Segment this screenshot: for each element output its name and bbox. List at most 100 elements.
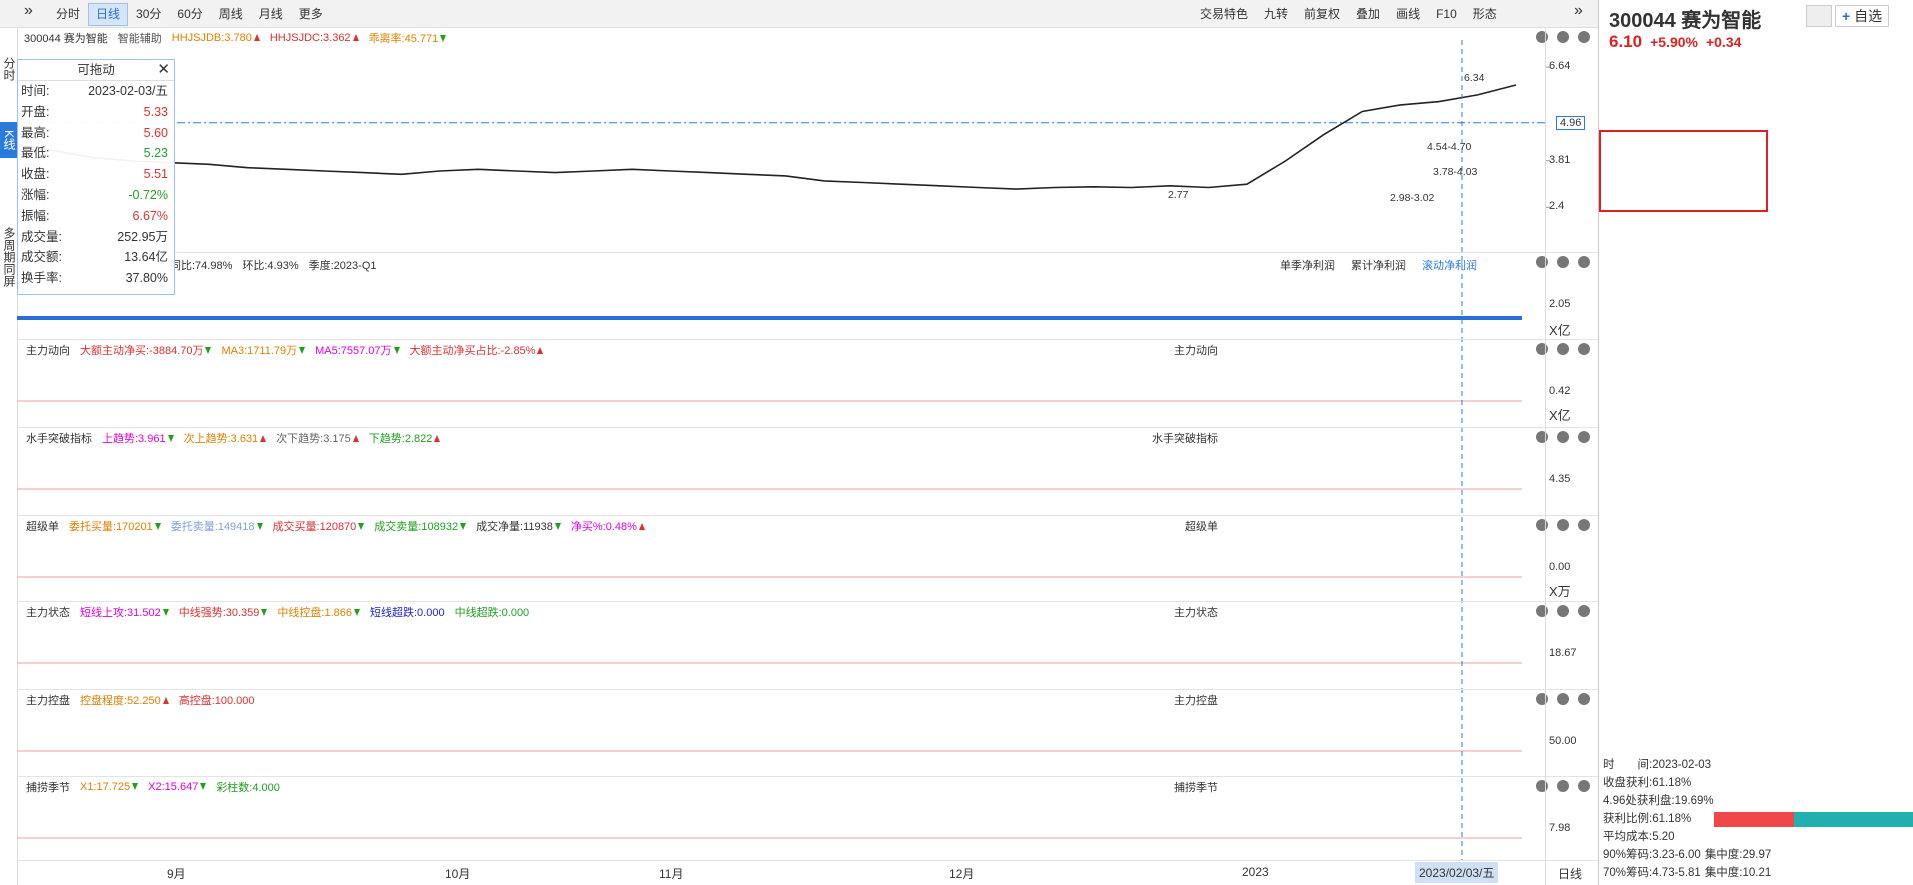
- indicator-item: MA3:1711.79万: [221, 342, 306, 358]
- tool-buttons: 交易特色 九转 前复权 叠加 画线 F10 形态: [1192, 0, 1505, 26]
- price-annotation: 6.34: [1464, 72, 1485, 84]
- indicator-item: 短线超跌:0.000: [370, 604, 445, 620]
- indicator-item: 大额主动净买:-3884.70万: [80, 342, 212, 358]
- chip-stat: 时 间:2023-02-03: [1603, 759, 1712, 771]
- panel-title: 主力动向: [26, 345, 70, 357]
- panel-right-label: 主力动向: [1174, 345, 1218, 357]
- popup-row: 成交额: 13.64亿: [18, 247, 174, 268]
- trend-arrow: [352, 34, 359, 41]
- toolbar-button[interactable]: 形态: [1472, 7, 1497, 21]
- indicator-item: 彩柱数:4.000: [216, 779, 280, 795]
- panel-header: 超级单 委托买量:170201 委托卖量:149418 成交买量:120870 成交卖量…: [26, 518, 645, 534]
- toolbar-button[interactable]: 叠加: [1356, 7, 1381, 21]
- trend-arrow: [537, 347, 544, 354]
- collapse-icon[interactable]: »: [1574, 2, 1583, 19]
- finance-item: 环比:4.93%: [242, 260, 299, 272]
- toolbar-button[interactable]: 月线: [258, 7, 283, 21]
- toolbar-button[interactable]: 周线: [218, 7, 243, 21]
- chip-row: 90%筹码:3.23-6.00 集中度:29.97: [1603, 846, 1771, 864]
- x-tick-label: 12月: [949, 867, 975, 881]
- cursor-date: 2023/02/03/五: [1415, 862, 1499, 883]
- toolbar-button[interactable]: 前复权: [1304, 7, 1341, 21]
- watch-button[interactable]: + 自选: [1835, 5, 1890, 27]
- period-label: 日线: [1558, 867, 1583, 881]
- indicator-value: 大额主动净买占比:-2.85%: [409, 345, 536, 357]
- indicator-item: 短线上攻:31.502: [80, 604, 169, 620]
- toolbar-button[interactable]: 日线: [88, 3, 129, 26]
- toolbar-button[interactable]: 更多: [298, 7, 323, 21]
- axis-divider: [1545, 27, 1546, 885]
- finance-tab[interactable]: 累计净利润: [1351, 260, 1406, 272]
- indicator-item: 下趋势:2.822: [369, 430, 441, 446]
- chip-stat: 集中度:29.97: [1704, 849, 1772, 861]
- trend-arrow: [638, 523, 645, 530]
- chip-row: 时 间:2023-02-03: [1603, 756, 1771, 774]
- toolbar-button[interactable]: 分时: [56, 7, 81, 21]
- info-popup[interactable]: 可拖动 ✕ 时间: 2023-02-03/五 开盘: 5.33 最高: 5.60 最低: 5.…: [17, 59, 175, 295]
- sidebar-tab[interactable]: K线: [0, 122, 17, 159]
- panel-right-label: 超级单: [1185, 521, 1218, 533]
- axis-label: 0.00: [1549, 561, 1571, 573]
- x-tick-label: 2023: [1242, 865, 1269, 879]
- panel-icon: [1578, 431, 1590, 443]
- alert-button[interactable]: [1806, 5, 1832, 27]
- toolbar-button[interactable]: F10: [1436, 7, 1457, 21]
- finance-tab[interactable]: 单季净利润: [1280, 260, 1335, 272]
- axis-label: X亿: [1549, 408, 1571, 423]
- popup-row: 成交量: 252.95万: [18, 227, 174, 248]
- chip-stat: 4.96处获利盘:19.69%: [1603, 795, 1714, 807]
- trend-arrow: [554, 523, 561, 530]
- indicator-item: 成交卖量:108932: [374, 518, 467, 534]
- popup-row: 振幅: 6.67%: [18, 206, 174, 227]
- indicator-value: 中线强势:30.359: [178, 607, 260, 619]
- popup-value: 37.80%: [125, 271, 168, 286]
- popup-value: 5.51: [143, 167, 168, 182]
- panel-icon: [1557, 256, 1569, 268]
- popup-row: 涨幅: -0.72%: [18, 185, 174, 206]
- assist-label[interactable]: 智能辅助: [117, 33, 162, 45]
- popup-key: 收盘:: [21, 167, 50, 182]
- finance-item: 季度:2023-Q1: [308, 260, 377, 272]
- chip-stats: 时 间:2023-02-03 收盘获利:61.18% 4.96处获利盘:19.69%…: [1603, 756, 1771, 882]
- toolbar-button[interactable]: 画线: [1396, 7, 1421, 21]
- indicator-item: X1:17.725: [80, 781, 139, 793]
- popup-header: 可拖动 ✕: [18, 60, 174, 81]
- indicator-value: 短线超跌:0.000: [370, 607, 445, 619]
- axis-label: X亿: [1549, 323, 1571, 338]
- trend-arrow: [253, 34, 260, 41]
- close-button[interactable]: ✕: [157, 61, 170, 78]
- trend-arrow: [260, 435, 267, 442]
- indicator-value: 委托买量:170201: [69, 521, 153, 533]
- indicator-item: 中线控盘:1.866: [277, 604, 360, 620]
- toolbar-button[interactable]: 30分: [136, 7, 162, 21]
- popup-row: 开盘: 5.33: [18, 102, 174, 123]
- collapse-icon[interactable]: »: [24, 2, 33, 19]
- indicator-item: 中线强势:30.359: [179, 604, 268, 620]
- panel-separator: [17, 252, 1598, 253]
- toolbar-button[interactable]: 九转: [1264, 7, 1289, 21]
- sidebar-tab[interactable]: 多周期同屏: [2, 227, 16, 287]
- panel-icon: [1578, 693, 1590, 705]
- toolbar: » 分时 日线 30分 60分 周线 月线 更多 交易特色 九转 前复权 叠加 画线 F10 形态 »: [0, 0, 1913, 28]
- panel-icon: [1578, 519, 1590, 531]
- trend-arrow: [440, 35, 447, 42]
- indicator-value: 成交卖量:108932: [374, 521, 459, 533]
- finance-tab[interactable]: 滚动净利润: [1422, 260, 1477, 272]
- trend-arrow: [205, 347, 212, 354]
- plus-icon: +: [1842, 8, 1851, 24]
- price: 6.10: [1609, 32, 1643, 51]
- popup-key: 换手率:: [21, 271, 62, 286]
- trend-arrow: [460, 523, 467, 530]
- chip-row: 获利比例:61.18%: [1603, 810, 1771, 828]
- popup-key: 成交量:: [21, 229, 62, 244]
- indicator-value: 中线超跌:0.000: [454, 607, 530, 619]
- popup-key: 时间:: [21, 84, 50, 98]
- main-header: 300044 赛为智能 智能辅助 HHJSJDB:3.780 HHJSJDC:3.36…: [24, 30, 447, 46]
- sidebar-tab[interactable]: 分时: [2, 57, 16, 81]
- panel-header: 主力状态 短线上攻:31.502 中线强势:30.359 中线控盘:1.866 短线超跌…: [26, 604, 529, 620]
- finance-tabs: 单季净利润 累计净利润 滚动净利润: [1280, 257, 1477, 273]
- toolbar-button[interactable]: 交易特色: [1200, 7, 1249, 21]
- toolbar-button[interactable]: 60分: [177, 7, 203, 21]
- indicator-value: 次下趋势:3.175: [276, 433, 351, 445]
- indicator-value: 次上趋势:3.631: [183, 433, 259, 445]
